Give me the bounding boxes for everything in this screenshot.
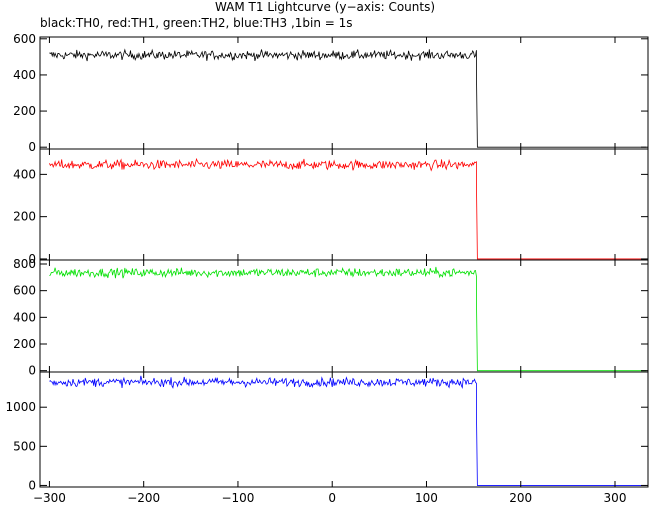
series-line-0-0 — [49, 48, 647, 148]
xtick-label-5: 200 — [509, 491, 532, 505]
chart-subtitle: black:TH0, red:TH1, green:TH2, blue:TH3 … — [40, 16, 353, 30]
ytick-label-0-2: 400 — [13, 68, 36, 82]
xtick-label-2: −100 — [221, 491, 254, 505]
ytick-label-2-3: 600 — [13, 284, 36, 298]
xtick-label-3: 0 — [328, 491, 336, 505]
panel-frame-3 — [39, 371, 649, 488]
ytick-label-2-0: 0 — [28, 364, 36, 378]
series-line-1-0 — [49, 157, 647, 260]
ytick-label-1-2: 400 — [13, 167, 36, 181]
ytick-label-2-1: 200 — [13, 337, 36, 351]
ytick-label-3-0: 0 — [28, 478, 36, 492]
ytick-label-1-0: 0 — [28, 252, 36, 266]
ytick-label-0-1: 200 — [13, 104, 36, 118]
panel-frame-2 — [39, 259, 649, 373]
xtick-label-4: 100 — [415, 491, 438, 505]
ytick-label-2-2: 400 — [13, 310, 36, 324]
xtick-label-1: −200 — [127, 491, 160, 505]
ytick-label-3-1: 500 — [13, 439, 36, 453]
xtick-label-6: 300 — [604, 491, 627, 505]
xtick-label-0: −300 — [33, 491, 66, 505]
chart-title: WAM T1 Lightcurve (y−axis: Counts) — [214, 0, 436, 14]
ytick-label-1-1: 200 — [13, 210, 36, 224]
ytick-label-0-3: 600 — [13, 32, 36, 46]
series-line-2-0 — [49, 266, 647, 372]
ytick-label-2-4: 800 — [13, 257, 36, 271]
series-line-3-0 — [49, 375, 647, 486]
ytick-label-3-2: 1000 — [5, 400, 36, 414]
ytick-label-0-0: 0 — [28, 140, 36, 154]
